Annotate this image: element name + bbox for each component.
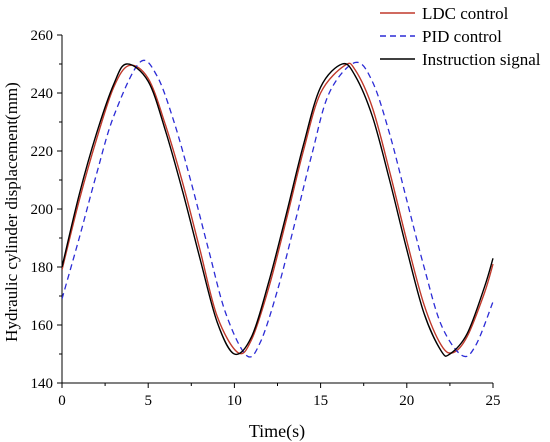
x-tick-label: 20 xyxy=(399,393,414,409)
plot-area xyxy=(62,59,494,358)
x-tick-label: 5 xyxy=(144,393,152,409)
series-line-instruction-signal xyxy=(62,62,494,357)
legend-label-instruction-signal: Instruction signal xyxy=(422,50,541,69)
series-line-pid-control xyxy=(62,59,494,358)
y-tick-label: 240 xyxy=(31,86,54,102)
x-tick-label: 25 xyxy=(486,393,501,409)
legend-label-pid-control: PID control xyxy=(422,27,502,46)
x-tick-label: 15 xyxy=(313,393,328,409)
y-tick-label: 180 xyxy=(31,260,54,276)
y-tick-label: 160 xyxy=(31,318,54,334)
x-tick-label: 0 xyxy=(58,393,66,409)
y-tick-label: 260 xyxy=(31,28,54,44)
axes-group: 0 5 10 15 20 25 140 160 180 200 220 240 260 xyxy=(31,28,501,409)
legend: LDC control PID control Instruction signal xyxy=(380,4,541,69)
y-tick-label: 220 xyxy=(31,144,54,160)
series-line-ldc-control xyxy=(62,62,494,355)
y-tick-label: 200 xyxy=(31,202,54,218)
y-tick-label: 140 xyxy=(31,376,54,392)
x-axis-label: Time(s) xyxy=(249,421,305,442)
x-tick-label: 10 xyxy=(227,393,242,409)
y-axis-label: Hydraulic cylinder displacement(mm) xyxy=(2,82,21,342)
legend-label-ldc-control: LDC control xyxy=(422,4,509,23)
